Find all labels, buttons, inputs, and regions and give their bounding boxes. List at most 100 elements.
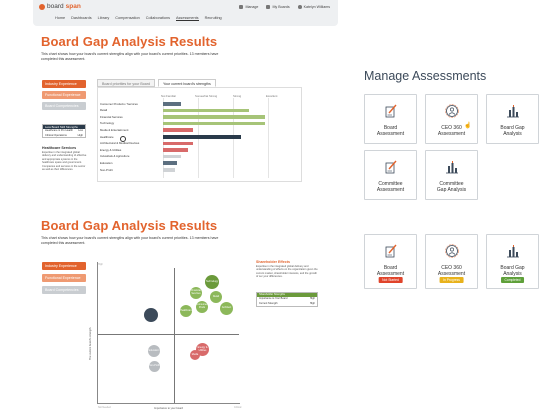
card-label: CEO 360 Assessment	[437, 265, 466, 278]
menu-compensation[interactable]: Compensation	[115, 16, 140, 20]
status-badge: Completed	[500, 277, 525, 283]
tab-board-priorities[interactable]: Board priorities for your Board	[97, 79, 155, 87]
corner-label: Not Needed	[98, 406, 111, 409]
bubble-plot	[97, 262, 240, 404]
page-description-2: This chart shows how your board's curren…	[41, 236, 219, 245]
bar[interactable]	[163, 168, 176, 172]
scale-label: Strong	[233, 94, 242, 98]
top-nav: board span Manage My Boards Katelyn Willi…	[33, 0, 338, 26]
nav-user-label: Katelyn Williams	[303, 5, 330, 9]
committee-gap-analysis-card[interactable]: Committee Gap Analysis	[425, 150, 478, 200]
status-badge: In Progress	[439, 277, 464, 283]
healthcare-description: Expertise in the integrated global deliv…	[42, 151, 87, 172]
corner-label: High	[98, 263, 103, 266]
scale-label: Somewhat Strong	[195, 94, 218, 98]
bar[interactable]	[163, 141, 194, 146]
menu-dashboards[interactable]: Dashboards	[71, 16, 92, 20]
pointer-cursor-icon: ☝	[464, 123, 472, 129]
menu-home[interactable]: Home	[55, 16, 66, 20]
nav-user[interactable]: Katelyn Williams	[297, 5, 330, 9]
board-gap-analysis-status-card[interactable]: Board Gap Analysis Completed	[486, 234, 539, 289]
boards-icon	[266, 5, 271, 9]
skills-row-value: Low	[78, 129, 83, 132]
skills-summary: Less Board Skill Strengths Healthcare & …	[42, 124, 86, 138]
bar[interactable]	[163, 135, 241, 139]
bar[interactable]	[163, 102, 181, 106]
functional-experience-button[interactable]: Functional Experience	[42, 91, 86, 99]
skills-row-value: High	[77, 133, 83, 137]
y-axis-label: The current board's strength	[89, 327, 92, 360]
quadrant-divider	[174, 268, 175, 403]
skills-row: Clinical Operations High	[43, 134, 85, 139]
bar-chart-panel	[97, 87, 302, 182]
shareholder-row-value: High	[309, 297, 315, 301]
pencil-doc-icon	[385, 104, 397, 118]
healthcare-title: Healthcare Services	[42, 146, 77, 150]
board-gap-analysis-card[interactable]: Board Gap Analysis	[486, 94, 539, 144]
bubble[interactable]: Consumer Prods	[196, 301, 208, 313]
ceo-360-assessment-card[interactable]: CEO 360 Assessment ☝	[425, 94, 478, 144]
nav-my-boards[interactable]: My Boards	[266, 5, 290, 9]
pencil-doc-icon	[385, 244, 397, 258]
nav-manage-label: Manage	[245, 5, 259, 9]
shareholder-header: Shareholder Strengths	[257, 293, 317, 298]
x-axis-label: Importance to your board	[154, 407, 183, 410]
grid-line	[268, 98, 269, 178]
skills-row: Healthcare & Pro Health Low	[43, 129, 85, 134]
bubble[interactable]: Architect	[220, 302, 233, 315]
bar-category-label: Education	[100, 160, 113, 165]
card-label: Committee Gap Analysis	[436, 181, 467, 194]
skills-header: Less Board Skill Strengths	[43, 125, 85, 129]
menu-library[interactable]: Library	[97, 16, 110, 20]
bar[interactable]	[163, 148, 188, 152]
functional-experience-button-2[interactable]: Functional Experience	[42, 274, 86, 282]
tab-board-strengths[interactable]: Your current board's strengths	[157, 79, 216, 87]
industry-experience-button-2[interactable]: Industry Experience	[42, 262, 86, 270]
nav-manage[interactable]: Manage	[239, 5, 258, 9]
gear-icon	[239, 5, 244, 9]
bubble[interactable]: Retail	[210, 291, 222, 303]
manage-assessments-title: Manage Assessments	[364, 69, 487, 83]
quadrant-divider	[98, 334, 239, 335]
bar[interactable]	[163, 161, 177, 165]
ceo-360-icon	[444, 244, 459, 258]
bubble[interactable]: Healthcare	[180, 305, 192, 317]
logo-board: board	[47, 3, 64, 10]
bar-category-label: Non-Profit	[100, 167, 113, 172]
card-label: Board Assessment	[376, 125, 405, 138]
menu-recruiting[interactable]: Recruiting	[204, 16, 222, 20]
ceo-360-status-card[interactable]: CEO 360 Assessment In Progress	[425, 234, 478, 289]
industry-experience-button[interactable]: Industry Experience	[42, 80, 86, 88]
bar[interactable]	[163, 154, 181, 159]
bar-category-label: Financial Services	[100, 114, 123, 119]
bubble[interactable]: Education	[148, 345, 160, 357]
bubble[interactable]: Non-Profit	[149, 361, 160, 372]
menu-collaborations[interactable]: Collaborations	[145, 16, 170, 20]
bar[interactable]	[163, 115, 266, 119]
bar-category-label: Energy & Utilities	[100, 147, 122, 152]
bubble[interactable]: Financial Services	[190, 287, 202, 299]
bar[interactable]	[163, 108, 249, 113]
committee-assessment-card[interactable]: Committee Assessment	[364, 150, 417, 200]
pencil-doc-icon	[385, 160, 397, 174]
bubble[interactable]: Media	[190, 350, 200, 360]
bar[interactable]	[163, 121, 266, 126]
logo[interactable]: board span	[39, 3, 81, 10]
board-competencies-button[interactable]: Board Competencies	[42, 102, 86, 110]
scale-label: Excellent	[266, 94, 278, 98]
scale-label: Not Familiar	[161, 94, 177, 98]
board-assessment-status-card[interactable]: Board Assessment Not Started	[364, 234, 417, 289]
bubble[interactable]: Technology	[205, 275, 219, 289]
bar[interactable]	[163, 128, 194, 132]
bubble[interactable]	[144, 308, 158, 322]
menu-assessments[interactable]: Assessments	[176, 16, 199, 21]
bar-category-label: Media & Entertainment	[100, 127, 129, 132]
bar-chart-icon	[445, 161, 458, 174]
board-assessment-card[interactable]: Board Assessment	[364, 94, 417, 144]
shareholder-effects-title: Shareholder Effects	[256, 260, 290, 264]
board-competencies-button-2[interactable]: Board Competencies	[42, 286, 86, 294]
chart-tabs: Board priorities for your Board Your cur…	[97, 79, 216, 87]
shareholder-row-value: High	[309, 301, 315, 305]
shareholder-row: Importance to Your Board High	[257, 297, 317, 302]
skills-row-name: Clinical Operations	[45, 133, 67, 137]
